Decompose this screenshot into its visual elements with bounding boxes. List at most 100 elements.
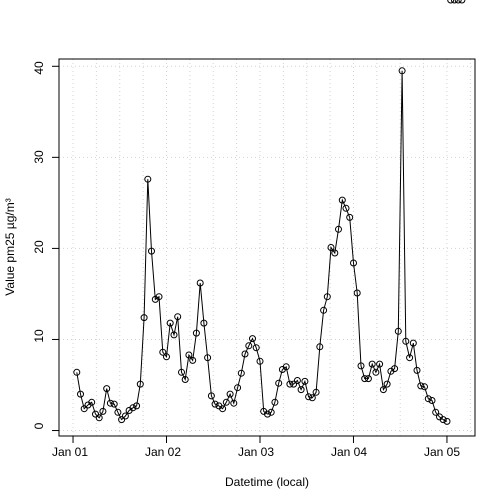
- x-tick-label-jan02: Jan 02: [145, 445, 181, 459]
- x-tick-label-jan03: Jan 03: [238, 445, 274, 459]
- data-point: [106, 399, 114, 407]
- data-point: [166, 319, 174, 327]
- data-point: [290, 380, 298, 388]
- data-point: [458, 0, 466, 4]
- y-tick-label-30: 30: [32, 150, 46, 164]
- data-point: [226, 390, 234, 398]
- data-point: [159, 348, 167, 356]
- data-point: [140, 314, 148, 322]
- data-point: [361, 375, 369, 383]
- data-point: [114, 408, 122, 416]
- data-point: [346, 213, 354, 221]
- data-point: [391, 365, 399, 373]
- data-point: [219, 405, 227, 413]
- data-point: [376, 360, 384, 368]
- data-point: [155, 293, 163, 301]
- data-point: [447, 0, 455, 4]
- data-point: [88, 398, 96, 406]
- data-point: [178, 368, 185, 376]
- data-point: [323, 293, 331, 301]
- data-point: [331, 249, 339, 257]
- x-tick-label-jan05: Jan 05: [424, 445, 460, 459]
- data-point: [170, 331, 178, 339]
- data-point: [432, 408, 440, 416]
- y-tick-label-10: 10: [32, 329, 46, 343]
- x-axis-title: Datetime (local): [225, 475, 309, 489]
- data-point: [118, 416, 126, 424]
- data-point: [398, 67, 406, 75]
- data-point: [136, 380, 144, 388]
- y-tick-label-40: 40: [32, 61, 46, 75]
- data-point: [406, 354, 414, 362]
- data-point: [342, 204, 350, 212]
- data-point: [196, 279, 204, 287]
- data-point: [245, 342, 253, 350]
- data-point: [73, 368, 81, 376]
- data-point: [305, 393, 313, 401]
- data-point: [308, 394, 316, 402]
- data-point: [275, 379, 283, 387]
- data-point: [368, 360, 376, 368]
- data-point: [77, 390, 84, 398]
- data-point: [234, 384, 242, 392]
- data-point: [282, 363, 290, 371]
- data-point: [249, 335, 256, 343]
- data-point: [144, 175, 152, 183]
- data-point: [267, 408, 275, 416]
- x-tick-label-jan01: Jan 01: [52, 445, 88, 459]
- data-point: [383, 380, 391, 388]
- data-point: [286, 380, 294, 388]
- data-point: [204, 354, 212, 362]
- data-point: [357, 362, 365, 370]
- data-point: [428, 397, 436, 404]
- data-point: [350, 259, 357, 267]
- data-point: [181, 376, 189, 383]
- data-point: [110, 400, 118, 408]
- data-point: [424, 395, 432, 403]
- data-point: [252, 344, 260, 352]
- data-point: [297, 386, 305, 394]
- data-point: [185, 351, 193, 359]
- y-tick-label-0: 0: [32, 422, 46, 429]
- data-point: [454, 0, 462, 4]
- data-point: [327, 244, 335, 251]
- data-point: [413, 366, 421, 374]
- data-point: [129, 404, 137, 412]
- data-point: [364, 375, 372, 383]
- data-point: [394, 327, 402, 335]
- data-point: [121, 412, 129, 420]
- data-series: [73, 0, 466, 425]
- data-point: [237, 369, 245, 377]
- data-point: [103, 385, 111, 393]
- data-point: [312, 388, 320, 396]
- data-point: [409, 339, 417, 347]
- data-point: [211, 400, 219, 408]
- axis-ticks: [52, 65, 448, 443]
- data-point: [316, 343, 324, 351]
- data-point: [207, 392, 215, 400]
- data-point: [417, 382, 425, 390]
- data-point: [148, 247, 155, 255]
- data-point: [192, 329, 200, 337]
- data-point: [174, 313, 182, 321]
- data-point: [379, 386, 387, 394]
- data-point: [271, 398, 279, 406]
- data-point: [421, 383, 428, 391]
- x-tick-label-jan04: Jan 04: [331, 445, 367, 459]
- plot-frame: [58, 58, 476, 437]
- data-point: [450, 0, 458, 4]
- grid-lines: [59, 59, 475, 436]
- data-point: [92, 410, 99, 418]
- data-point: [293, 377, 301, 384]
- data-point: [80, 405, 88, 413]
- data-point: [335, 225, 342, 233]
- data-point: [241, 350, 249, 358]
- data-point: [402, 337, 410, 345]
- data-point: [301, 377, 309, 385]
- data-point: [353, 289, 361, 297]
- data-point: [320, 306, 328, 314]
- y-axis-title: Value pm25 µg/m³: [3, 198, 17, 295]
- data-point: [95, 414, 103, 422]
- data-point: [222, 398, 230, 406]
